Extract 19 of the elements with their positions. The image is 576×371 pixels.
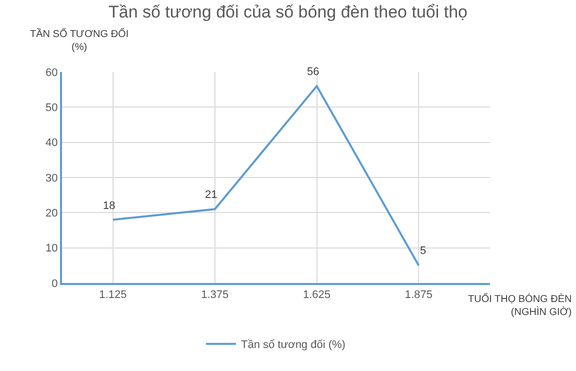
y-tick-label: 0 — [52, 278, 58, 290]
y-tick-label: 30 — [46, 172, 58, 184]
x-tick-label: 1.375 — [201, 289, 229, 302]
legend-label: Tần số tương đối (%) — [241, 339, 346, 352]
y-axis-title: TẦN SỐ TƯƠNG ĐỐI (%) — [30, 28, 129, 53]
data-label: 21 — [205, 189, 218, 201]
chart-title: Tần số tương đối của số bóng đèn theo tuổi thọ — [108, 2, 468, 22]
y-tick-label: 50 — [46, 102, 58, 114]
y-tick-label: 40 — [46, 137, 58, 150]
data-label: 18 — [103, 200, 116, 212]
x-tick-label: 1.625 — [302, 289, 331, 302]
data-label: 5 — [420, 245, 426, 257]
y-tick-label: 20 — [46, 208, 58, 220]
y-tick-label: 10 — [46, 242, 58, 255]
x-tick-label: 1.875 — [404, 289, 432, 302]
y-tick-label: 60 — [46, 66, 58, 79]
x-tick-label: 1.125 — [99, 289, 127, 302]
data-label: 56 — [307, 66, 320, 78]
x-axis-title: TUỔI THỌ BÓNG ĐÈN (NGHÌN GIỜ) — [468, 293, 572, 318]
